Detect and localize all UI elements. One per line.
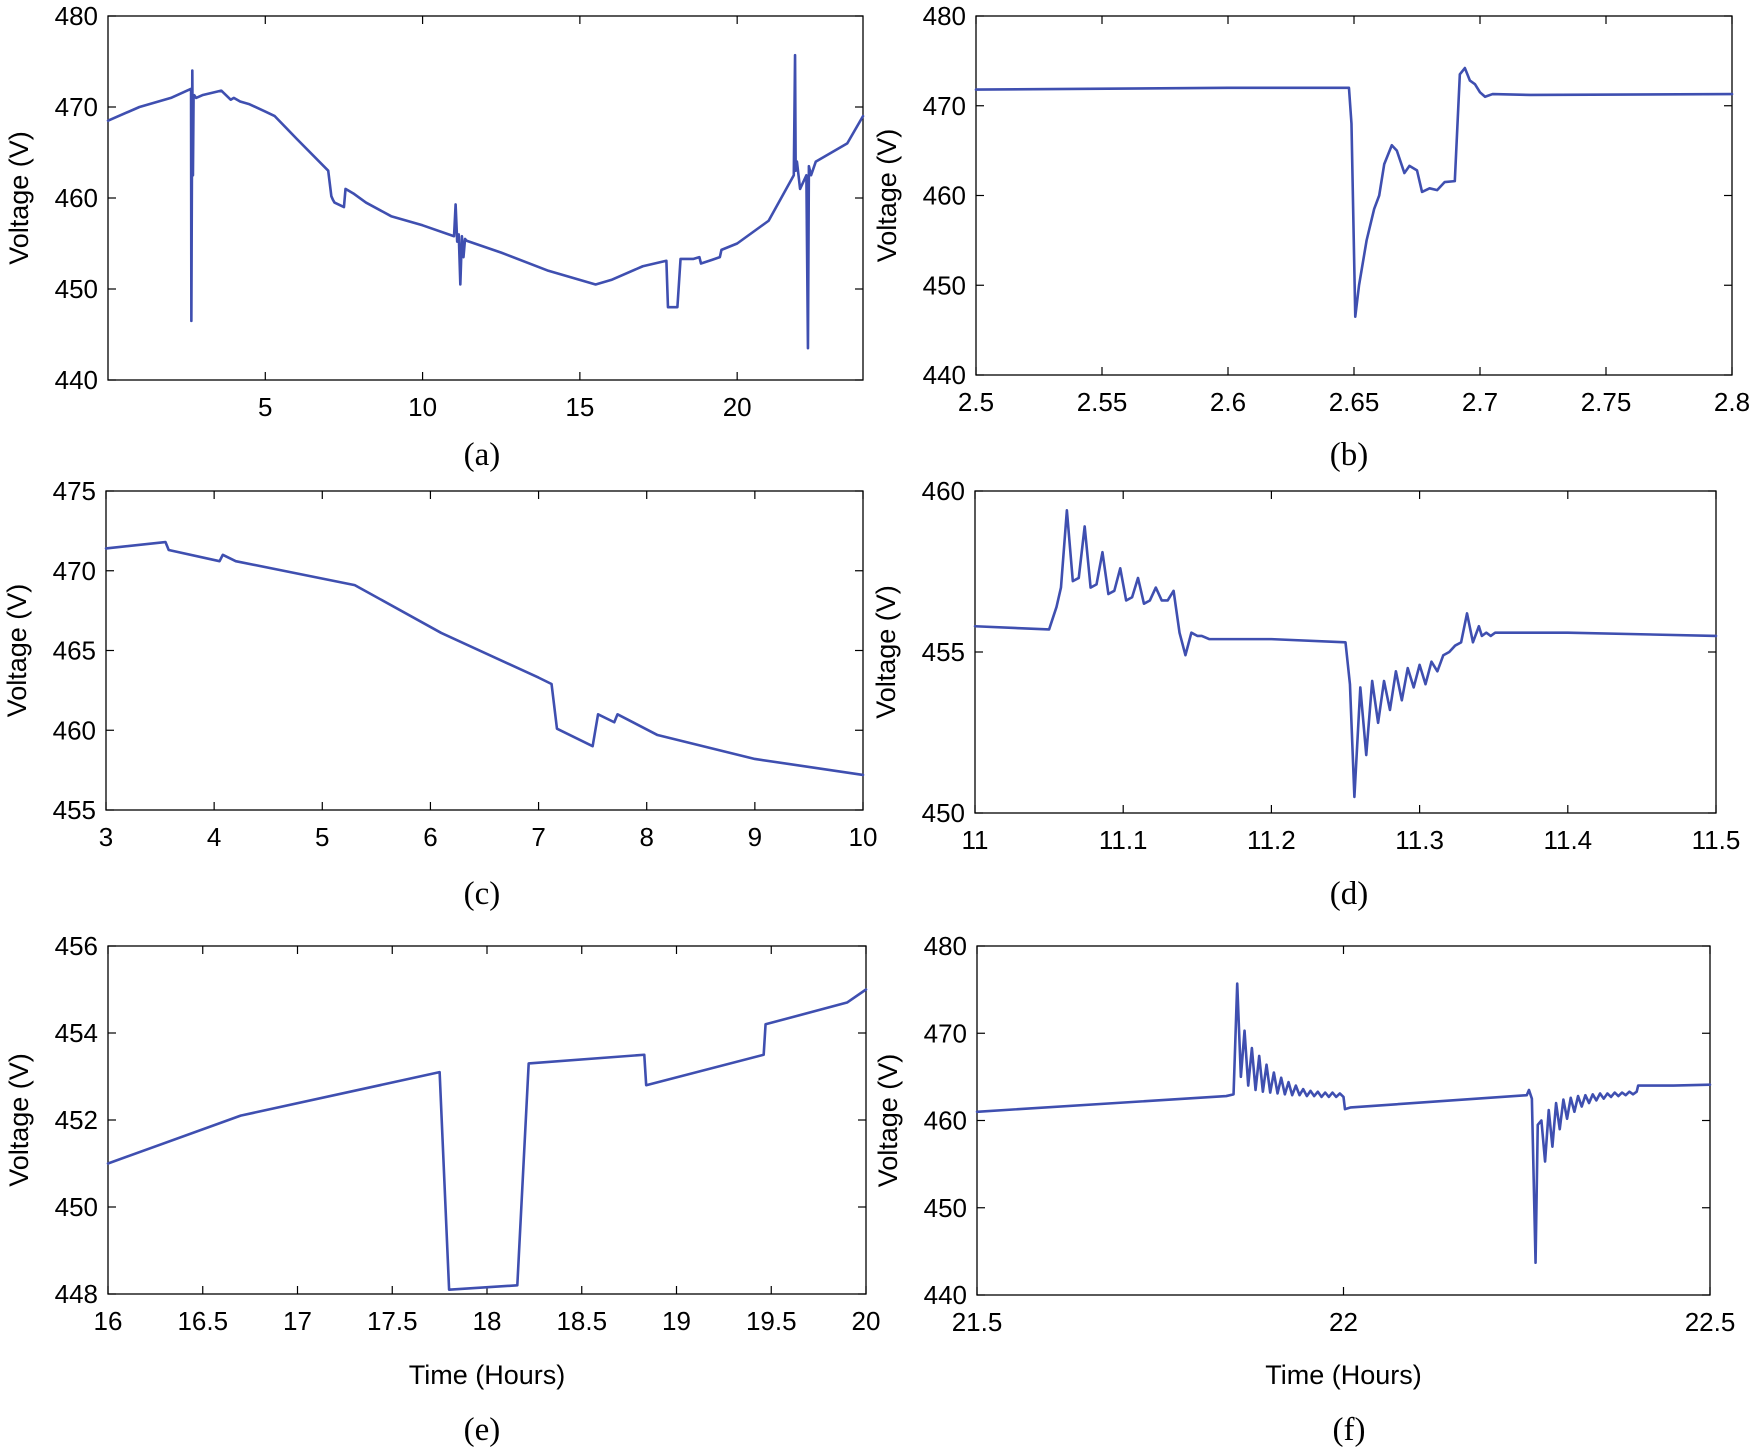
y-tick-label-e: 448 [55, 1279, 98, 1309]
panel-label-e: (e) [464, 1412, 501, 1448]
x-tick-label-c: 6 [423, 822, 437, 852]
x-tick-label-d: 11.1 [1099, 825, 1148, 855]
x-tick-label-e: 16 [94, 1306, 123, 1336]
chart-panel-e: 16 16.5 17 17.5 18 18.5 19 19.5 20 448 450 452 454 45… [4, 931, 880, 1448]
y-tick-label-b: 450 [923, 270, 966, 300]
x-tick-label-b: 2.65 [1329, 387, 1380, 417]
panel-label-b: (b) [1330, 437, 1368, 473]
x-tick-label-e: 19.5 [746, 1306, 797, 1336]
y-tick-label-e: 454 [55, 1018, 98, 1048]
y-tick-label-f: 480 [924, 931, 967, 961]
series-line-d [973, 509, 1718, 799]
x-tick-label-e: 17.5 [367, 1306, 418, 1336]
y-tick-label-c: 455 [53, 795, 96, 825]
x-tick-label-b: 2.5 [958, 387, 994, 417]
y-tick-label-b: 470 [923, 91, 966, 121]
y-axis-label-f: Voltage (V) [873, 1054, 903, 1188]
x-tick-label-b: 2.55 [1077, 387, 1128, 417]
x-tick-label-d: 11 [962, 825, 989, 855]
series-line-e [106, 988, 868, 1291]
y-tick-label-c: 460 [53, 715, 96, 745]
x-tick-label-c: 10 [849, 822, 878, 852]
chart-panel-c: 3 4 5 6 7 8 9 10 455 460 465 470 475 Voltage (V) (c) [2, 476, 877, 912]
x-tick-label-d: 11.4 [1543, 825, 1592, 855]
y-tick-label-b: 440 [923, 360, 966, 390]
panel-label-c: (c) [464, 876, 501, 912]
x-tick-label-a: 5 [258, 392, 272, 422]
y-tick-label-f: 440 [924, 1280, 967, 1310]
y-tick-label-d: 455 [922, 637, 965, 667]
y-axis-label-c: Voltage (V) [2, 584, 32, 718]
y-tick-label-a: 450 [55, 274, 98, 304]
x-tick-label-f: 22 [1329, 1307, 1358, 1337]
x-tick-label-e: 18 [473, 1306, 502, 1336]
series-line-a [106, 53, 865, 350]
x-tick-label-e: 17 [283, 1306, 312, 1336]
y-axis-label-e: Voltage (V) [4, 1053, 34, 1187]
x-tick-label-b: 2.75 [1581, 387, 1632, 417]
x-tick-label-c: 7 [531, 822, 545, 852]
x-tick-label-c: 3 [99, 822, 113, 852]
x-tick-label-b: 2.8 [1714, 387, 1750, 417]
x-tick-label-d: 11.3 [1395, 825, 1444, 855]
x-tick-label-d: 11.2 [1247, 825, 1296, 855]
y-tick-label-c: 475 [53, 476, 96, 506]
y-tick-label-b: 460 [923, 181, 966, 211]
panel-label-d: (d) [1330, 876, 1368, 912]
plot-area-e [107, 945, 867, 1295]
x-tick-label-f: 21.5 [952, 1307, 1003, 1337]
y-tick-label-a: 460 [55, 183, 98, 213]
y-tick-label-f: 450 [924, 1193, 967, 1223]
plot-area-a [107, 15, 864, 381]
x-tick-label-c: 5 [315, 822, 329, 852]
x-tick-label-c: 8 [639, 822, 653, 852]
y-tick-label-e: 452 [55, 1105, 98, 1135]
series-line-f [975, 982, 1712, 1265]
x-tick-label-a: 20 [723, 392, 752, 422]
x-tick-label-b: 2.6 [1210, 387, 1246, 417]
y-tick-label-e: 450 [55, 1192, 98, 1222]
y-tick-label-a: 480 [55, 1, 98, 31]
y-tick-label-d: 450 [922, 798, 965, 828]
panel-label-f: (f) [1333, 1412, 1366, 1448]
panel-label-a: (a) [464, 437, 501, 473]
x-tick-label-f: 22.5 [1685, 1307, 1736, 1337]
plot-area-c [105, 490, 864, 811]
x-tick-label-e: 19 [662, 1306, 691, 1336]
x-tick-label-a: 10 [408, 392, 437, 422]
y-tick-label-f: 460 [924, 1106, 967, 1136]
series-line-c [104, 540, 865, 777]
series-line-b [974, 66, 1734, 318]
x-tick-label-b: 2.7 [1462, 387, 1498, 417]
y-tick-label-c: 470 [53, 556, 96, 586]
x-tick-label-e: 18.5 [556, 1306, 607, 1336]
x-tick-label-a: 15 [565, 392, 594, 422]
x-tick-label-d: 11.5 [1692, 825, 1741, 855]
chart-panel-d: 11 11.1 11.2 11.3 11.4 11.5 450 455 460 Voltage (… [871, 476, 1740, 912]
y-tick-label-b: 480 [923, 1, 966, 31]
y-axis-label-b: Voltage (V) [872, 129, 902, 263]
x-axis-label-f: Time (Hours) [1265, 1360, 1422, 1390]
chart-panel-b: 2.5 2.55 2.6 2.65 2.7 2.75 2.8 440 450 460 470 480 V… [872, 1, 1750, 473]
y-tick-label-a: 440 [55, 365, 98, 395]
y-tick-label-a: 470 [55, 92, 98, 122]
y-tick-label-d: 460 [922, 476, 965, 506]
x-tick-label-c: 4 [207, 822, 221, 852]
x-tick-label-c: 9 [748, 822, 762, 852]
y-tick-label-c: 465 [53, 636, 96, 666]
x-tick-label-e: 16.5 [177, 1306, 228, 1336]
x-axis-label-e: Time (Hours) [409, 1360, 566, 1390]
y-tick-label-f: 470 [924, 1018, 967, 1048]
y-tick-label-e: 456 [55, 931, 98, 961]
chart-panel-f: 21.5 22 22.5 440 450 460 470 480 Voltage (V) Time… [873, 931, 1735, 1448]
x-tick-label-e: 20 [852, 1306, 881, 1336]
y-axis-label-d: Voltage (V) [871, 585, 901, 719]
plot-area-f [976, 945, 1711, 1296]
chart-panel-a: 5 10 15 20 440 450 460 470 480 Voltage (V) (a) [4, 1, 865, 473]
y-axis-label-a: Voltage (V) [4, 131, 34, 265]
